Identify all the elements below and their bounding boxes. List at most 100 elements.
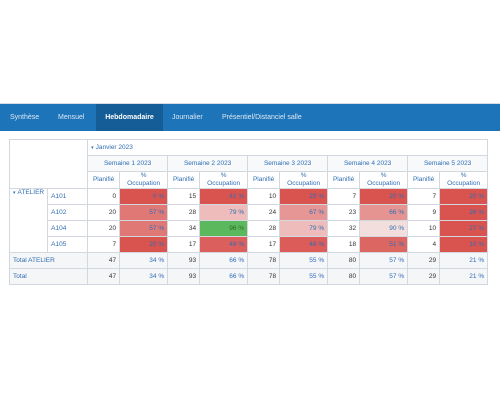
total-occupation-cell: 34 % xyxy=(119,268,169,285)
total-planifie-cell: 47 xyxy=(87,252,121,269)
week-header: Semaine 5 2023 xyxy=(407,155,489,172)
occupation-cell: 57 % xyxy=(119,220,169,237)
planifie-cell: 24 xyxy=(247,204,281,221)
planifie-cell: 10 xyxy=(407,220,441,237)
occupation-cell: 79 % xyxy=(279,220,329,237)
total-planifie-cell: 78 xyxy=(247,252,281,269)
collapse-triangle-icon[interactable]: ▾ xyxy=(13,190,16,196)
total-occupation-cell: 21 % xyxy=(439,268,489,285)
week-header: Semaine 1 2023 xyxy=(87,155,169,172)
tab-bar: Synthèse Mensuel Hebdomadaire Journalier… xyxy=(0,104,500,131)
occupation-pivot-table: ▾ Janvier 2023 Semaine 1 2023 Semaine 2 202… xyxy=(8,139,489,285)
occupation-cell: 79 % xyxy=(199,204,249,221)
total-occupation-cell: 34 % xyxy=(119,252,169,269)
occupation-header-percent: % xyxy=(220,172,227,180)
total-planifie-cell: 80 xyxy=(327,268,361,285)
occupation-cell: 96 % xyxy=(199,220,249,237)
total-label: Total xyxy=(8,268,89,285)
planifie-cell: 7 xyxy=(407,188,441,205)
occupation-cell: 20 % xyxy=(359,188,409,205)
table-row: ▾ ATELIER A101 0 0 % 15 41 % 10 29 % 7 20 % 7 20 % xyxy=(8,188,489,253)
occupation-cell: 29 % xyxy=(279,188,329,205)
occupation-header-percent: % xyxy=(380,172,387,180)
occupation-cell: 48 % xyxy=(279,236,329,253)
week-header: Semaine 2 2023 xyxy=(167,155,249,172)
total-occupation-cell: 57 % xyxy=(359,252,409,269)
occupation-header: % Occupation xyxy=(119,171,169,189)
occupation-header: % Occupation xyxy=(199,171,249,189)
room-label: A105 xyxy=(47,236,89,253)
month-label: Janvier 2023 xyxy=(95,144,133,151)
planifie-header: Planifié xyxy=(407,171,441,189)
week-header: Semaine 4 2023 xyxy=(327,155,409,172)
occupation-cell: 66 % xyxy=(359,204,409,221)
tab-presentiel-distanciel[interactable]: Présentiel/Distanciel salle xyxy=(222,114,302,121)
occupation-header-label: Occupation xyxy=(447,180,481,187)
total-row: Total 47 34 % 93 66 % 78 55 % 80 57 % 29 21 % xyxy=(8,268,489,285)
table-row: A104 20 57 % 34 96 % 28 79 % 32 90 % 10 27 % xyxy=(10,220,489,237)
planifie-cell: 7 xyxy=(327,188,361,205)
total-planifie-cell: 29 xyxy=(407,252,441,269)
occupation-cell: 0 % xyxy=(119,188,169,205)
planifie-cell: 28 xyxy=(247,220,281,237)
occupation-header-percent: % xyxy=(300,172,307,180)
planifie-header: Planifié xyxy=(327,171,361,189)
total-occupation-cell: 66 % xyxy=(199,268,249,285)
total-planifie-cell: 47 xyxy=(87,268,121,285)
tab-mensuel[interactable]: Mensuel xyxy=(58,114,85,121)
planifie-header: Planifié xyxy=(247,171,281,189)
planifie-cell: 15 xyxy=(167,188,201,205)
planifie-cell: 32 xyxy=(327,220,361,237)
app-window: Synthèse Mensuel Hebdomadaire Journalier… xyxy=(0,103,500,297)
occupation-cell: 41 % xyxy=(199,188,249,205)
occupation-header-percent: % xyxy=(140,172,147,180)
tab-journalier[interactable]: Journalier xyxy=(172,114,203,121)
total-occupation-cell: 66 % xyxy=(199,252,249,269)
total-label: Total ATELIER xyxy=(8,252,89,269)
planifie-cell: 7 xyxy=(87,236,121,253)
occupation-header-label: Occupation xyxy=(127,180,161,187)
planifie-cell: 28 xyxy=(167,204,201,221)
total-occupation-cell: 55 % xyxy=(279,252,329,269)
week-header: Semaine 3 2023 xyxy=(247,155,329,172)
occupation-cell: 10 % xyxy=(439,236,489,253)
planifie-cell: 0 xyxy=(87,188,121,205)
table-row: A102 20 57 % 28 79 % 24 67 % 23 66 % 9 26 % xyxy=(10,204,489,221)
total-planifie-cell: 93 xyxy=(167,252,201,269)
total-planifie-cell: 78 xyxy=(247,268,281,285)
measure-header-row: Planifié% Occupation Planifié% Occupation Pl… xyxy=(10,171,489,189)
total-occupation-cell: 21 % xyxy=(439,252,489,269)
occupation-header-label: Occupation xyxy=(207,180,241,187)
collapse-triangle-icon[interactable]: ▾ xyxy=(91,145,94,151)
planifie-header: Planifié xyxy=(87,171,121,189)
tab-synthese[interactable]: Synthèse xyxy=(10,114,40,121)
occupation-cell: 67 % xyxy=(279,204,329,221)
total-planifie-cell: 29 xyxy=(407,268,441,285)
planifie-cell: 10 xyxy=(247,188,281,205)
group-cell[interactable]: ▾ ATELIER xyxy=(8,188,49,253)
month-header-row: ▾ Janvier 2023 xyxy=(8,139,489,189)
total-planifie-cell: 80 xyxy=(327,252,361,269)
planifie-cell: 23 xyxy=(327,204,361,221)
occupation-cell: 57 % xyxy=(119,204,169,221)
occupation-header-label: Occupation xyxy=(287,180,321,187)
planifie-cell: 20 xyxy=(87,220,121,237)
planifie-cell: 9 xyxy=(407,204,441,221)
month-header[interactable]: ▾ Janvier 2023 xyxy=(87,139,489,156)
occupation-cell: 26 % xyxy=(439,204,489,221)
planifie-cell: 34 xyxy=(167,220,201,237)
occupation-header: % Occupation xyxy=(439,171,489,189)
planifie-cell: 4 xyxy=(407,236,441,253)
tab-hebdomadaire[interactable]: Hebdomadaire xyxy=(96,104,163,131)
planifie-cell: 18 xyxy=(327,236,361,253)
occupation-header-percent: % xyxy=(460,172,467,180)
planifie-cell: 17 xyxy=(167,236,201,253)
total-planifie-cell: 93 xyxy=(167,268,201,285)
occupation-cell: 90 % xyxy=(359,220,409,237)
room-label: A104 xyxy=(47,220,89,237)
pivot-sheet: ▾ Janvier 2023 Semaine 1 2023 Semaine 2 202… xyxy=(0,131,500,297)
planifie-cell: 20 xyxy=(87,204,121,221)
room-label: A101 xyxy=(47,188,89,205)
occupation-cell: 27 % xyxy=(439,220,489,237)
occupation-header-label: Occupation xyxy=(367,180,401,187)
